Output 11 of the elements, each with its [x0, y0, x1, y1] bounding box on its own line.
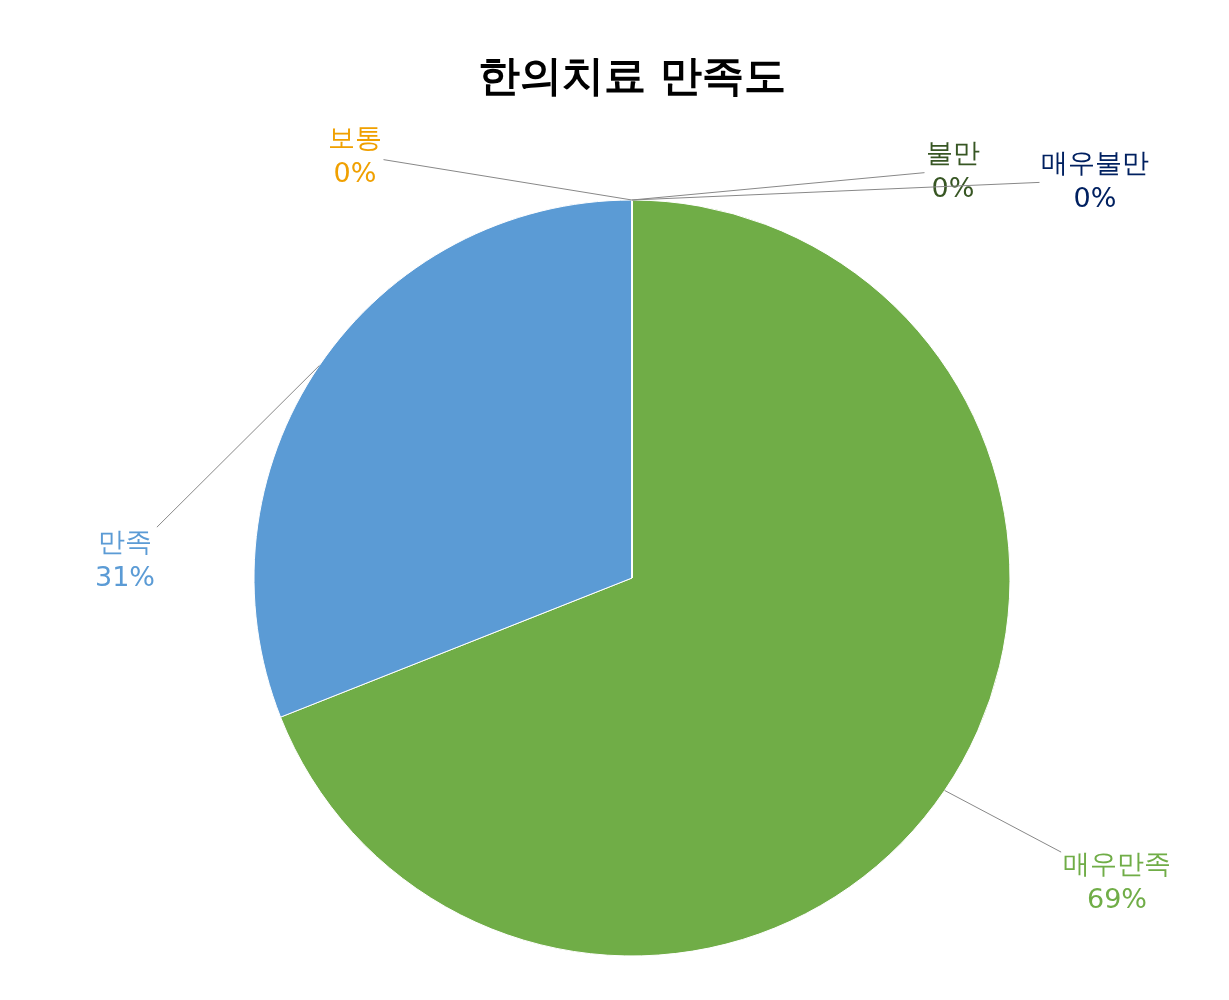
data-label: 69%: [1086, 883, 1148, 915]
slice-label: 만족: [98, 526, 153, 557]
chart-title: 한의치료 만족도: [477, 50, 787, 100]
text: 0%: [1073, 182, 1117, 214]
text: 0%: [931, 172, 975, 204]
slice-label: 매우만족: [1063, 848, 1171, 879]
text: 0%: [333, 157, 377, 189]
category-label: 보통: [328, 122, 382, 153]
data-label: 31%: [95, 561, 156, 593]
category-label: 불만: [926, 137, 980, 168]
category-label: 매우불만: [1041, 147, 1149, 178]
